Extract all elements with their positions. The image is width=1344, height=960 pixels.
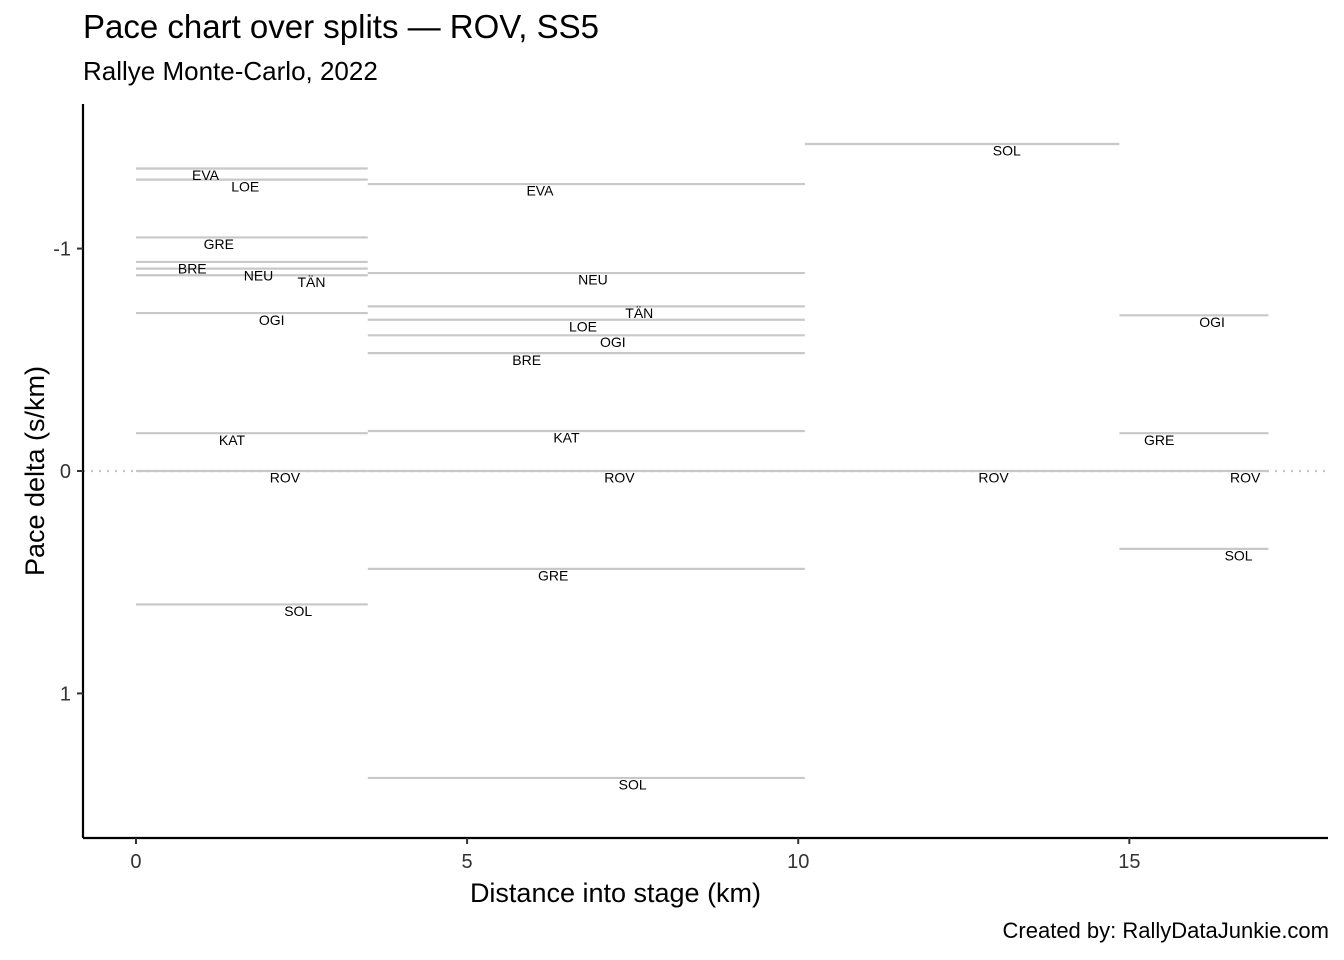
driver-label-sol: SOL — [993, 143, 1021, 159]
driver-label-sol: SOL — [284, 603, 312, 619]
driver-label-loe: LOE — [231, 178, 259, 194]
x-tick-label: 10 — [787, 851, 809, 873]
driver-label-kat: KAT — [553, 430, 580, 446]
ticks-layer: 0 5 10 15 -1 0 1 — [53, 239, 1140, 873]
y-axis-title: Pace delta (s/km) — [20, 366, 50, 576]
driver-label-eva: EVA — [192, 167, 220, 183]
driver-label-gre: GRE — [1144, 432, 1174, 448]
driver-label-sol: SOL — [619, 777, 647, 793]
y-tick-label: -1 — [53, 239, 71, 261]
driver-label-bre: BRE — [512, 352, 541, 368]
driver-label-rov: ROV — [270, 470, 301, 486]
driver-label-eva: EVA — [526, 183, 554, 199]
chart-subtitle: Rallye Monte-Carlo, 2022 — [83, 56, 378, 86]
driver-label-rov: ROV — [604, 470, 635, 486]
driver-label-gre: GRE — [204, 236, 234, 252]
driver-label-sol: SOL — [1225, 548, 1253, 564]
driver-label-bre: BRE — [178, 261, 207, 277]
driver-label-neu: NEU — [578, 272, 608, 288]
y-tick-label: 0 — [60, 461, 71, 483]
driver-label-tän: TÄN — [297, 274, 325, 290]
caption: Created by: RallyDataJunkie.com — [1002, 918, 1329, 943]
driver-label-neu: NEU — [244, 267, 274, 283]
driver-label-ogi: OGI — [1199, 314, 1225, 330]
driver-label-tän: TÄN — [625, 305, 653, 321]
driver-label-rov: ROV — [1230, 470, 1261, 486]
x-tick-label: 5 — [462, 851, 473, 873]
chart-title: Pace chart over splits — ROV, SS5 — [83, 8, 599, 45]
x-axis-title: Distance into stage (km) — [470, 878, 761, 908]
x-tick-label: 0 — [130, 851, 141, 873]
segments-layer — [135, 142, 1269, 780]
driver-label-loe: LOE — [569, 318, 597, 334]
driver-label-kat: KAT — [219, 432, 246, 448]
driver-label-gre: GRE — [538, 568, 568, 584]
driver-labels-layer: EVA LOE GRE BRE NEU TÄN OGI KAT ROV SOL EVA NEU TÄN L… — [178, 143, 1261, 793]
x-tick-label: 15 — [1118, 851, 1140, 873]
driver-label-ogi: OGI — [259, 312, 285, 328]
y-tick-label: 1 — [60, 683, 71, 705]
driver-label-ogi: OGI — [600, 334, 626, 350]
driver-label-rov: ROV — [978, 470, 1009, 486]
